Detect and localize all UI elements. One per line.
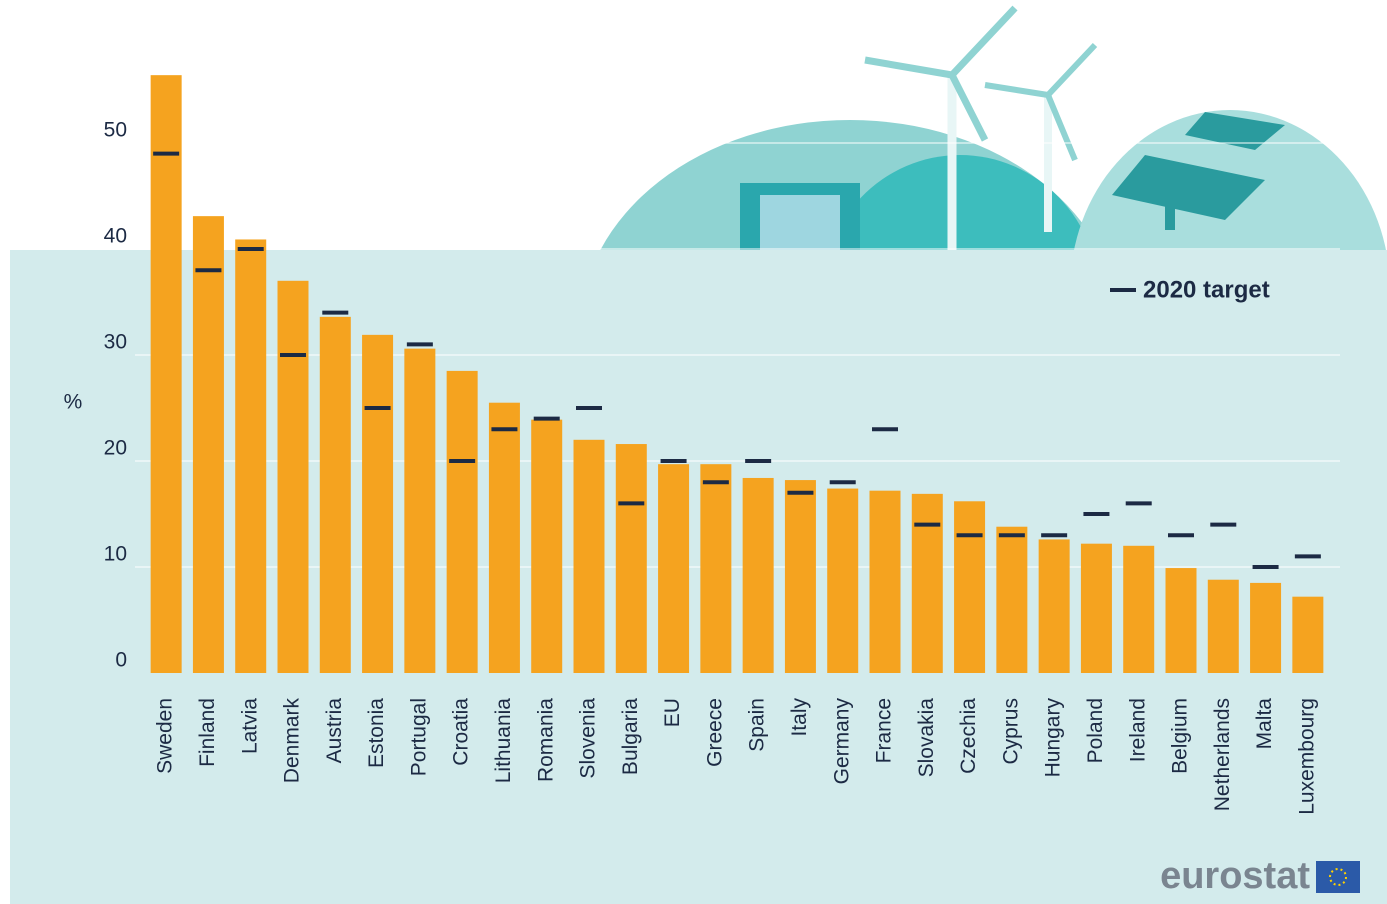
- x-tick-label: Latvia: [238, 698, 261, 754]
- x-tick-label: Belgium: [1169, 698, 1192, 774]
- x-tick-label: Spain: [746, 698, 769, 752]
- bar: [1292, 596, 1324, 673]
- x-tick-label: Lithuania: [492, 698, 515, 784]
- bar: [827, 488, 859, 673]
- bar: [362, 334, 394, 673]
- x-tick-label: EU: [661, 698, 684, 727]
- bar: [235, 239, 267, 673]
- bar: [1250, 582, 1282, 673]
- bar: [1038, 539, 1070, 673]
- logo: eurostat: [1160, 855, 1310, 897]
- bar: [150, 75, 182, 673]
- x-tick-label: Estonia: [365, 698, 388, 768]
- y-axis-label: %: [64, 391, 83, 414]
- y-tick-label: 50: [104, 119, 127, 142]
- x-tick-label: Austria: [323, 698, 346, 764]
- bar: [658, 464, 690, 673]
- bar: [742, 477, 774, 673]
- bar: [700, 464, 732, 673]
- x-tick-label: Ireland: [1126, 698, 1149, 762]
- bar: [954, 501, 986, 673]
- legend-label: 2020 target: [1143, 276, 1270, 303]
- bar: [573, 439, 605, 673]
- bar: [784, 480, 816, 673]
- x-tick-label: Malta: [1253, 698, 1276, 750]
- x-tick-label: Italy: [788, 698, 811, 737]
- bar: [911, 493, 943, 673]
- y-tick-label: 10: [104, 543, 127, 566]
- x-tick-label: Bulgaria: [619, 698, 642, 775]
- x-tick-label: Germany: [830, 698, 853, 785]
- x-tick-label: Romania: [534, 698, 557, 782]
- bar: [319, 316, 351, 673]
- logo-flag: [1316, 861, 1360, 893]
- bar: [192, 216, 224, 673]
- x-tick-label: Sweden: [154, 698, 177, 774]
- bar: [1207, 579, 1239, 673]
- x-tick-label: Slovenia: [577, 698, 600, 779]
- bar: [277, 280, 309, 673]
- x-tick-label: France: [873, 698, 896, 763]
- x-tick-label: Hungary: [1042, 698, 1065, 778]
- x-tick-label: Cyprus: [999, 698, 1022, 765]
- bar: [1165, 568, 1197, 673]
- x-tick-label: Denmark: [281, 698, 304, 784]
- bar: [404, 348, 436, 673]
- logo-stars: [1329, 868, 1347, 886]
- x-tick-label: Finland: [196, 698, 219, 767]
- bar: [488, 402, 520, 673]
- x-tick-label: Portugal: [407, 698, 430, 776]
- bar: [615, 444, 647, 673]
- y-tick-label: 20: [104, 437, 127, 460]
- bar: [531, 419, 563, 673]
- x-tick-label: Slovakia: [915, 698, 938, 778]
- bar: [1080, 543, 1112, 673]
- bar: [869, 490, 901, 673]
- bar: [996, 526, 1028, 673]
- y-tick-label: 30: [104, 331, 127, 354]
- y-tick-label: 40: [104, 225, 127, 248]
- x-tick-label: Poland: [1084, 698, 1107, 763]
- x-tick-label: Netherlands: [1211, 698, 1234, 811]
- x-tick-label: Greece: [703, 698, 726, 767]
- x-tick-label: Croatia: [450, 698, 473, 766]
- y-tick-label: 0: [115, 649, 127, 672]
- x-tick-label: Luxembourg: [1295, 698, 1318, 815]
- bar: [446, 370, 478, 673]
- bar: [1123, 545, 1155, 673]
- x-tick-label: Czechia: [957, 698, 980, 774]
